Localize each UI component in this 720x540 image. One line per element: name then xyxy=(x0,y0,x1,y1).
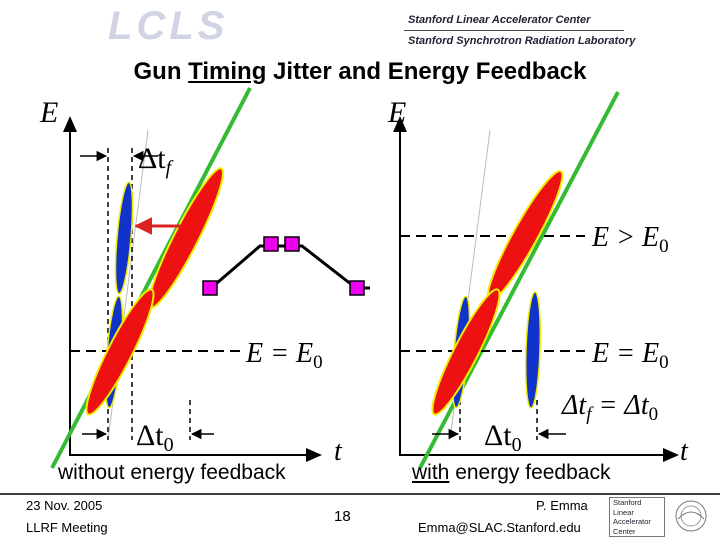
institution-line1: Stanford Linear Accelerator Center xyxy=(408,14,591,26)
right-e0-label: E = E0 xyxy=(591,338,669,373)
ssrl-emblem xyxy=(675,500,707,532)
right-bunch-red-upper xyxy=(486,170,564,302)
institution-line2: Stanford Synchrotron Radiation Laborator… xyxy=(408,35,636,47)
badge-line-1: Stanford xyxy=(613,498,642,507)
right-e-arrowhead xyxy=(393,116,407,132)
right-gt-e0-label: E > E0 xyxy=(591,222,669,257)
left-axis-e-label: E xyxy=(39,96,58,129)
right-bunch-blue-shifted xyxy=(524,291,542,409)
left-e-arrowhead xyxy=(63,116,77,132)
feedback-marker-3 xyxy=(284,236,300,252)
slac-badge: Stanford Linear Accelerator Center xyxy=(609,497,665,537)
left-e0-label: E = E0 xyxy=(245,338,323,373)
right-axis-t-label: t xyxy=(680,436,689,467)
feedback-marker-1 xyxy=(202,280,218,296)
lcls-logo: LCLS xyxy=(108,4,229,48)
right-accel-line xyxy=(418,91,620,469)
left-bunch-red-lower xyxy=(85,288,155,416)
right-caption: with energy feedback xyxy=(412,461,611,484)
left-axes xyxy=(63,116,322,462)
right-bunch-red-lower xyxy=(431,288,501,416)
right-t-arrowhead xyxy=(663,448,679,462)
left-caption: without energy feedback xyxy=(58,461,286,484)
header-divider xyxy=(404,30,624,31)
footer-author: P. Emma xyxy=(536,498,588,513)
feedback-marker-2 xyxy=(263,236,279,252)
badge-line-3: Accelerator xyxy=(613,517,651,526)
footer-date: 23 Nov. 2005 xyxy=(26,498,103,513)
header: LCLS Stanford Linear Accelerator Center … xyxy=(0,0,720,56)
badge-line-4: Center xyxy=(613,526,636,536)
left-accel-line xyxy=(50,87,252,469)
left-axis-t-label: t xyxy=(334,436,343,467)
right-axes xyxy=(393,116,679,462)
right-dt0-label: Δt0 xyxy=(484,419,522,456)
left-bunch-blue-upper xyxy=(114,181,134,295)
feedback-path xyxy=(202,236,370,296)
right-axis-e-label: E xyxy=(387,96,406,129)
footer-email: Emma@SLAC.Stanford.edu xyxy=(418,520,581,535)
feedback-marker-4 xyxy=(349,280,365,296)
left-dtf-label: Δtf xyxy=(138,142,174,179)
footer-meeting: LLRF Meeting xyxy=(26,520,108,535)
right-dtf-eq-label: Δtf = Δt0 xyxy=(561,390,658,425)
page-number: 18 xyxy=(334,508,351,525)
badge-line-2: Linear xyxy=(613,507,634,517)
left-dt0-label: Δt0 xyxy=(136,419,174,456)
page-title: Gun Timing Jitter and Energy Feedback xyxy=(133,58,587,85)
left-t-arrowhead xyxy=(306,448,322,462)
